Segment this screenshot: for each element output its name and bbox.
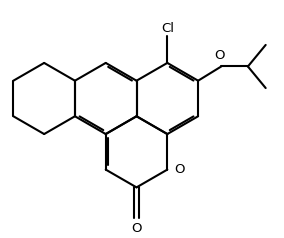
Text: O: O [215,49,225,62]
Text: O: O [131,222,142,235]
Text: Cl: Cl [161,22,174,35]
Text: O: O [174,163,185,176]
